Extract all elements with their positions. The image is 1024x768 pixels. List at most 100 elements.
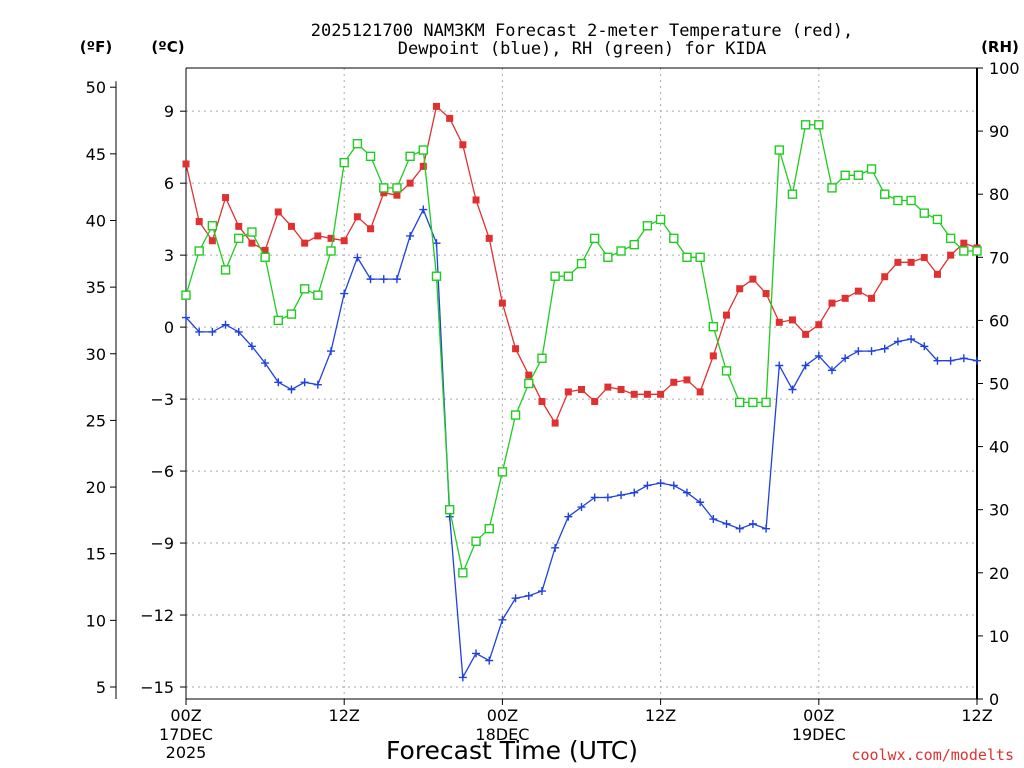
rh-point (906, 195, 916, 206)
temperature-point (683, 376, 691, 384)
rh-point (721, 366, 732, 376)
rh-point (695, 252, 705, 263)
temperature-point (248, 239, 256, 247)
rh-point (589, 233, 600, 244)
rh-point (405, 151, 415, 162)
dewpoint-point (287, 385, 296, 394)
rh-point (945, 233, 956, 244)
dewpoint-point (366, 275, 375, 284)
rh-point (234, 233, 244, 244)
temperature-point (367, 225, 375, 233)
x-date-label: 18DEC (475, 725, 529, 744)
rh-point (484, 523, 494, 534)
dewpoint-point (722, 519, 731, 528)
dewpoint-point (234, 327, 243, 336)
rh-tick-label: 80 (989, 185, 1009, 204)
temperature-point (657, 390, 665, 398)
series-relative-humidity (181, 120, 982, 578)
dewpoint-point (524, 591, 533, 600)
celsius-tick-label: 0 (164, 318, 174, 337)
rh-tick-label: 10 (989, 627, 1009, 646)
rh-point (207, 221, 218, 231)
temperature-point (432, 102, 440, 110)
celsius-tick-label: −15 (140, 678, 174, 697)
dewpoint-point (603, 493, 612, 502)
credit-text: coolwx.com/modelts (851, 746, 1014, 764)
dewpoint-point (735, 524, 744, 533)
rh-point (840, 170, 850, 180)
temperature-point (736, 285, 744, 293)
rh-point (669, 233, 679, 244)
temperature-point (301, 239, 309, 247)
temperature-point (446, 114, 454, 122)
dewpoint-point (841, 354, 850, 363)
temperature-point (235, 222, 243, 230)
dewpoint-point (551, 543, 560, 552)
rh-point (853, 170, 864, 180)
celsius-tick-label: −6 (150, 462, 174, 481)
dewpoint-point (656, 479, 665, 488)
temperature-point (525, 371, 533, 379)
dewpoint-point (432, 239, 441, 248)
temperature-point (815, 321, 823, 329)
rh-unit-label: (RH) (981, 38, 1019, 56)
rh-tick-label: 20 (989, 564, 1009, 583)
fahrenheit-tick-label: 25 (86, 411, 106, 430)
series-line (185, 208, 978, 680)
x-tick-label: 00Z (170, 706, 201, 725)
temperature-point (762, 290, 770, 298)
rh-tick-label: 0 (989, 690, 999, 709)
temperature-point (828, 299, 836, 307)
temperature-point (287, 222, 295, 230)
rh-point (682, 252, 692, 263)
rh-point (181, 290, 191, 300)
rh-tick-label: 40 (989, 438, 1009, 457)
rh-point (603, 252, 613, 263)
dewpoint-point (669, 481, 678, 490)
dewpoint-point (327, 347, 336, 356)
dewpoint-point (854, 347, 863, 356)
rh-point (932, 214, 943, 225)
temperature-point (578, 385, 585, 393)
x-tick-label: 12Z (645, 706, 676, 725)
dewpoint-point (537, 587, 546, 596)
rh-point (273, 315, 283, 326)
temperature-point (881, 273, 889, 281)
dewpoint-point (300, 378, 309, 387)
dewpoint-point (221, 320, 230, 329)
axis-ticks: 5101520253035404550−15−12−9−6−3036901020… (86, 59, 1020, 762)
fahrenheit-tick-label: 20 (86, 478, 106, 497)
fahrenheit-tick-label: 5 (96, 678, 106, 697)
rh-point (524, 378, 534, 389)
temperature-point (419, 162, 427, 170)
rh-point (379, 183, 389, 193)
temperature-point (538, 397, 546, 405)
fahrenheit-tick-label: 15 (86, 545, 106, 564)
rh-point (814, 120, 824, 130)
dewpoint-point (762, 524, 771, 533)
rh-point (537, 353, 547, 363)
temperature-point (933, 270, 941, 278)
temperature-point (551, 419, 559, 427)
dewpoint-point (617, 491, 626, 500)
dewpoint-point (458, 673, 467, 682)
dewpoint-point (827, 366, 836, 375)
temperature-point (261, 246, 269, 254)
rh-point (444, 505, 455, 515)
rh-point (919, 208, 929, 218)
dewpoint-point (564, 512, 573, 521)
rh-point (286, 309, 297, 319)
dewpoint-point (959, 354, 968, 363)
rh-point (748, 397, 758, 408)
temperature-point (788, 316, 796, 324)
temperature-point (723, 311, 731, 319)
rh-point (708, 322, 719, 332)
x-tick-label: 12Z (961, 706, 992, 725)
temperature-point (670, 378, 678, 386)
dewpoint-point (788, 385, 797, 394)
fahrenheit-tick-label: 50 (86, 78, 106, 97)
x-year-label: 2025 (166, 743, 207, 762)
temperature-point (617, 385, 625, 393)
temperature-point (643, 390, 651, 398)
temperature-point (749, 275, 757, 283)
